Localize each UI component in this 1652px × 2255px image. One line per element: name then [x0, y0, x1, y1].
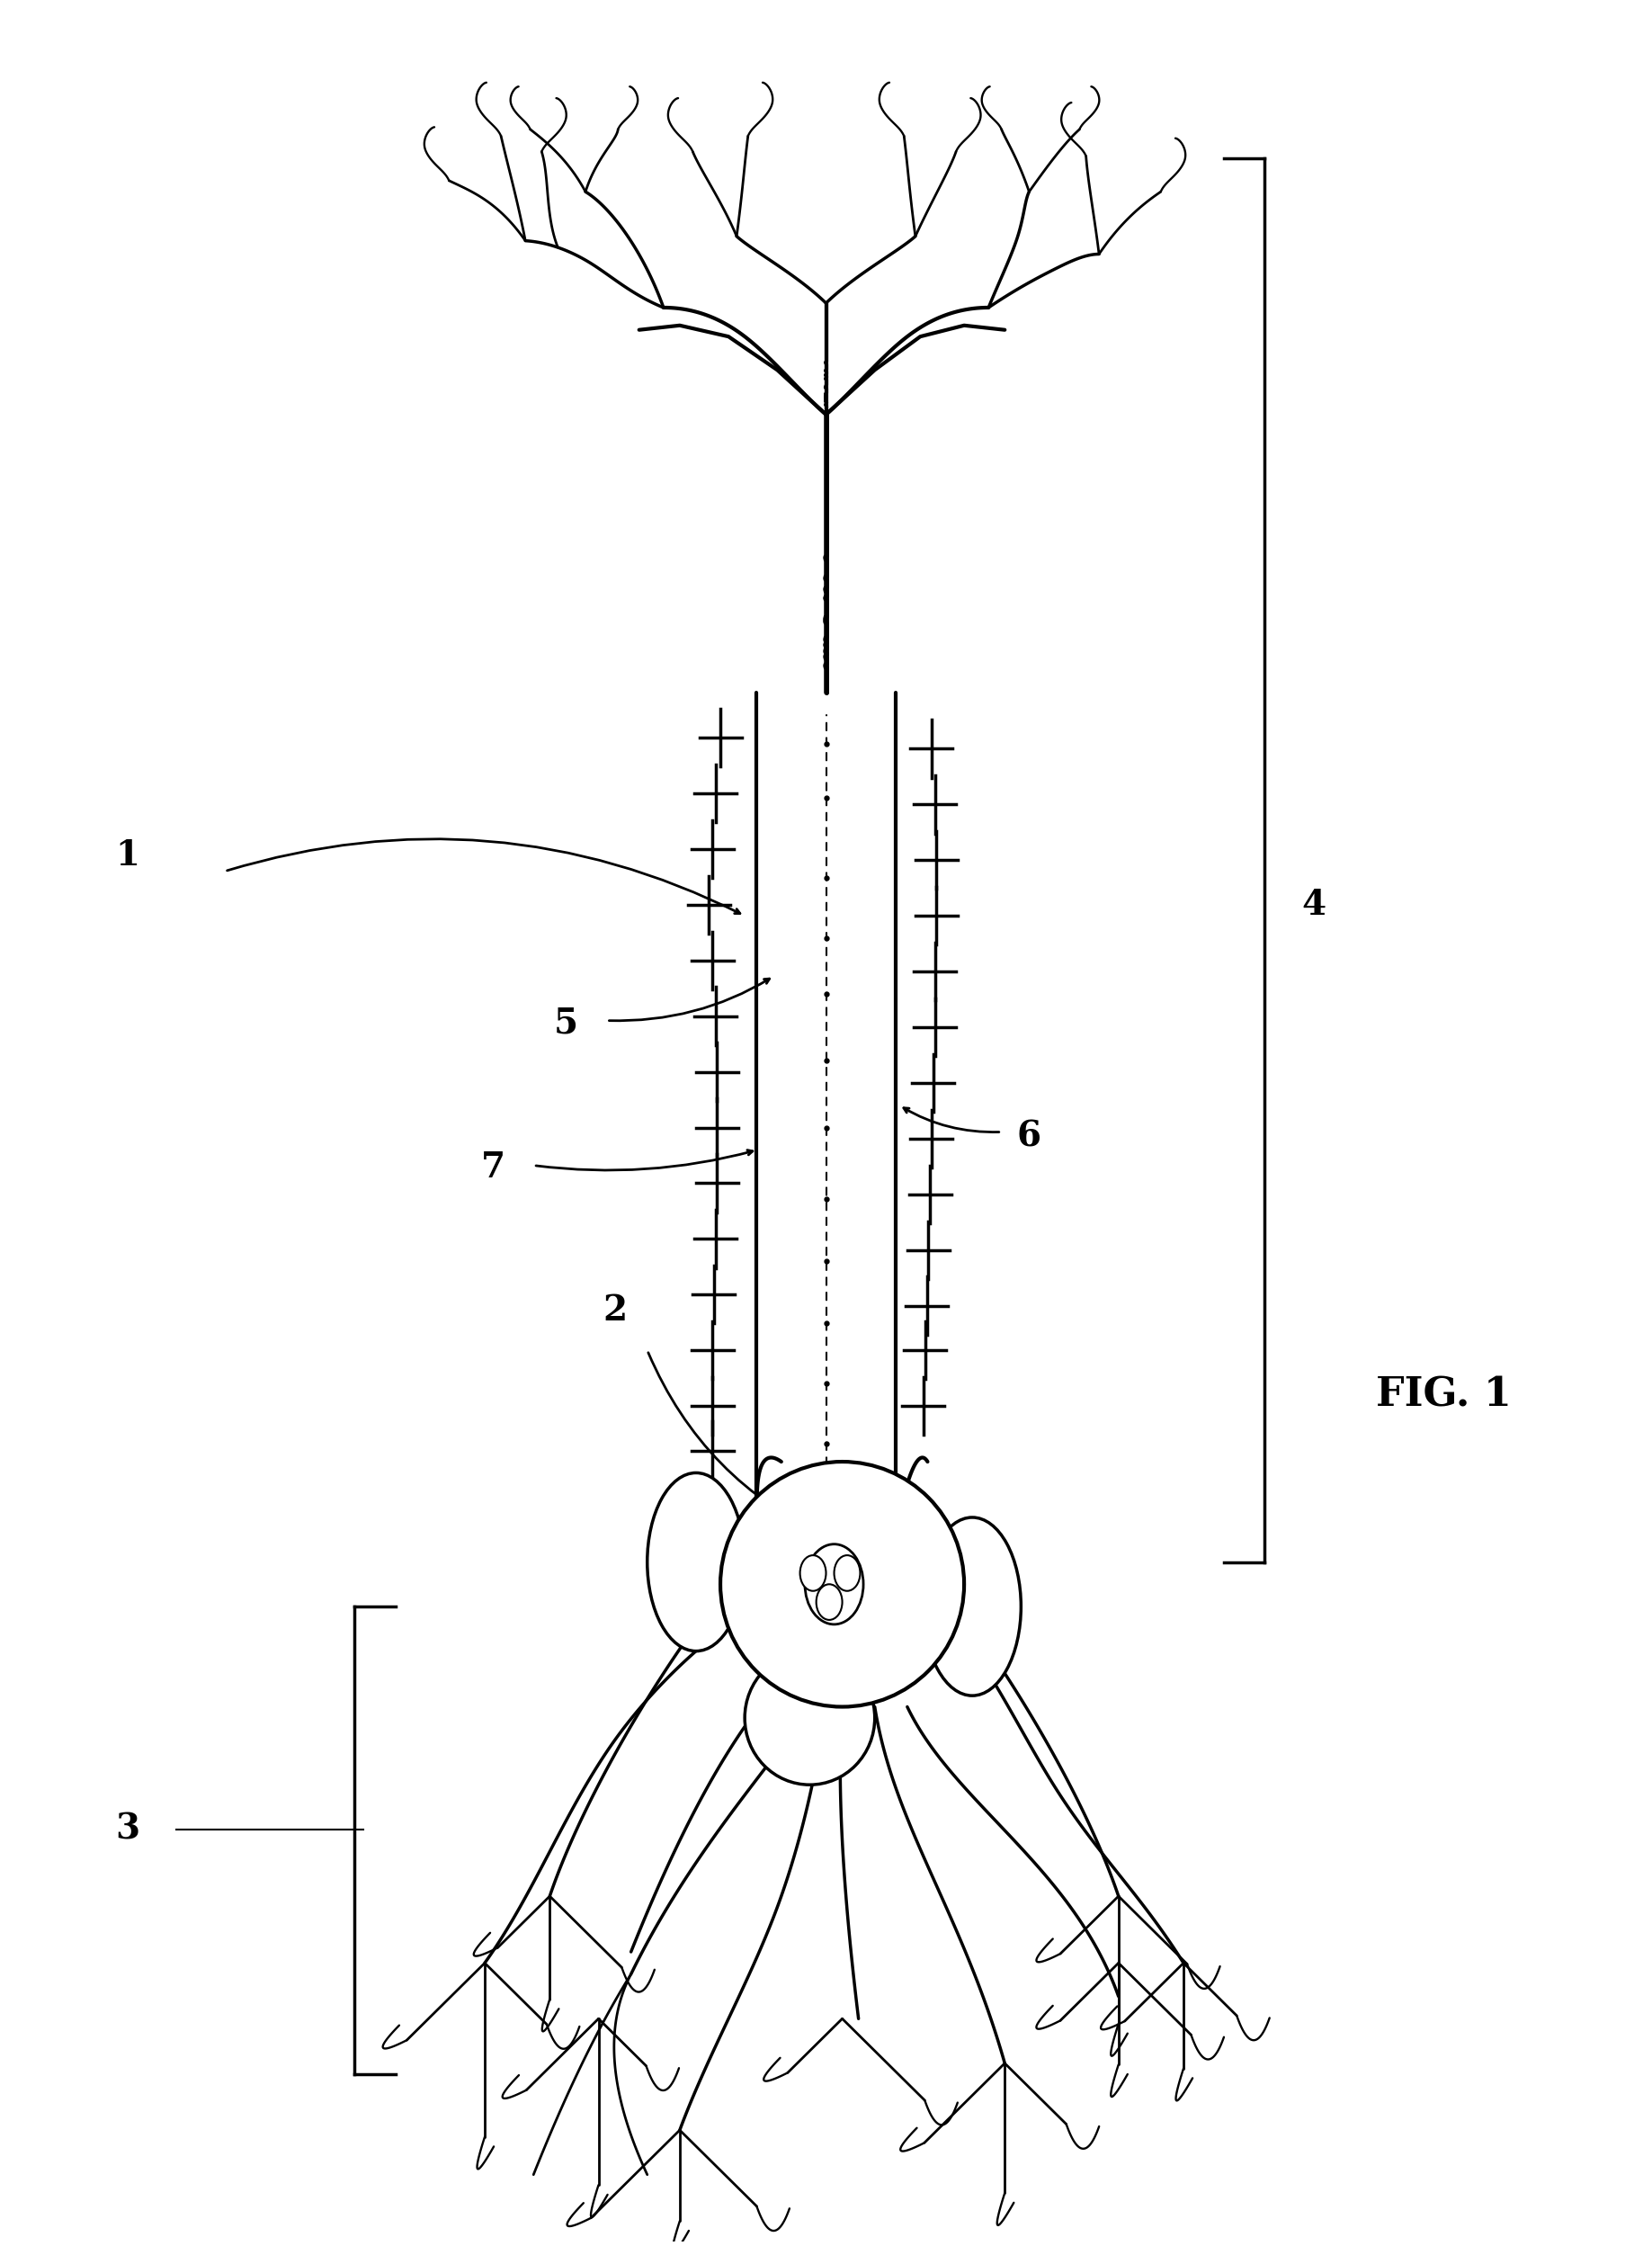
Text: FIG. 1: FIG. 1 [1376, 1376, 1512, 1414]
Ellipse shape [720, 1461, 965, 1707]
Text: 2: 2 [603, 1292, 628, 1328]
Circle shape [816, 1585, 843, 1619]
Text: 4: 4 [1302, 888, 1325, 922]
Circle shape [834, 1556, 861, 1592]
Text: 7: 7 [481, 1150, 506, 1184]
Circle shape [805, 1545, 864, 1624]
Circle shape [800, 1556, 826, 1592]
Ellipse shape [745, 1651, 876, 1784]
Ellipse shape [923, 1518, 1021, 1696]
Text: 6: 6 [1018, 1118, 1041, 1155]
Text: 1: 1 [116, 839, 139, 873]
Text: 3: 3 [116, 1813, 139, 1847]
Ellipse shape [648, 1473, 745, 1651]
Text: 5: 5 [553, 1006, 578, 1040]
